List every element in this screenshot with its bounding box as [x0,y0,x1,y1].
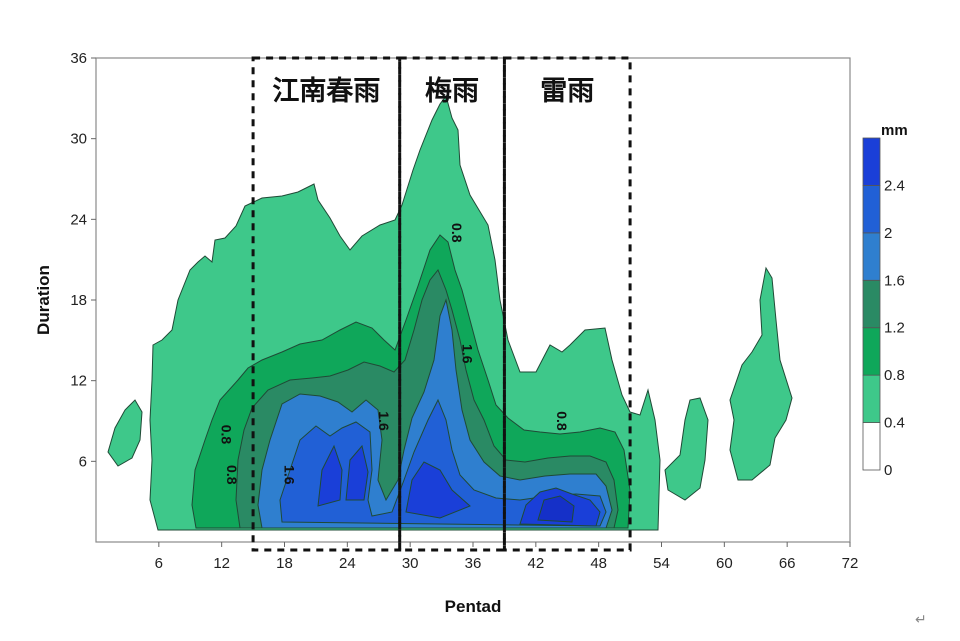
x-tick-label: 54 [653,555,670,572]
contour-labels: 0.8 0.8 1.6 1.6 0.8 1.6 0.8 [219,223,570,485]
y-tick-label: 30 [70,131,87,148]
colorbar-tick-label: 0.4 [884,415,905,432]
y-axis-title: Duration [34,265,53,335]
x-tick-label: 72 [842,555,859,572]
colorbar-tick-label: 1.2 [884,320,905,337]
x-tick-label: 48 [590,555,607,572]
x-tick-label: 6 [155,555,163,572]
colorbar-swatch [862,279,881,329]
colorbar-swatch [862,327,881,376]
x-tick-label: 60 [716,555,733,572]
contour-label: 1.6 [460,344,476,364]
y-axis-ticks: 6 12 18 24 30 36 [70,50,96,470]
x-axis-ticks: 6 12 18 24 30 36 42 48 54 60 66 72 [155,542,859,572]
x-tick-label: 30 [402,555,419,572]
y-tick-label: 6 [79,453,87,470]
period-box [398,56,506,552]
contour-label: 0.8 [224,465,240,485]
contour-island-left [107,399,143,467]
period-label: 雷雨 [540,76,594,107]
period-box [251,56,402,552]
contour-island-right2 [729,266,793,481]
colorbar-tick-label: 2 [884,225,892,242]
x-tick-label: 66 [779,555,796,572]
period-box [502,56,632,552]
contour-label: 0.8 [219,425,235,445]
colorbar-swatch [862,137,881,186]
x-tick-label: 42 [527,555,544,572]
contour-island-right1 [664,397,709,501]
colorbar-tick-label: 2.4 [884,177,905,194]
return-mark: ↵ [915,612,927,628]
x-tick-label: 36 [465,555,482,572]
colorbar-swatch [862,422,881,471]
period-boxes: 江南春雨 梅雨 雷雨 [251,56,632,552]
colorbar-swatch [862,374,881,423]
y-tick-label: 36 [70,50,87,67]
colorbar-tick-label: 1.6 [884,272,905,289]
colorbar-tick-label: 0 [884,462,892,479]
colorbar: mm 0 0.4 0.8 1.2 1.6 2 2.4 [862,122,908,479]
y-tick-label: 18 [70,292,87,309]
x-tick-label: 24 [339,555,356,572]
contour-band-2.4-b [317,444,343,507]
contour-label: 1.6 [376,411,392,431]
colorbar-unit: mm [881,122,908,139]
contour-band-max [537,495,575,523]
contour-label: 1.6 [282,465,298,485]
period-label: 江南春雨 [272,76,380,107]
contour-label: 0.8 [554,411,570,431]
contour-field [107,94,793,531]
contour-label: 0.8 [449,223,465,243]
x-axis-title: Pentad [445,597,502,616]
period-label: 梅雨 [425,76,479,107]
colorbar-swatch [862,232,881,281]
colorbar-swatch [862,185,881,234]
contour-band-2.4-c [345,444,369,501]
x-tick-label: 18 [276,555,293,572]
x-tick-label: 12 [213,555,230,572]
contour-band-2.4-d [405,461,471,519]
y-tick-label: 24 [70,211,87,228]
colorbar-tick-label: 0.8 [884,367,905,384]
y-tick-label: 12 [70,373,87,390]
